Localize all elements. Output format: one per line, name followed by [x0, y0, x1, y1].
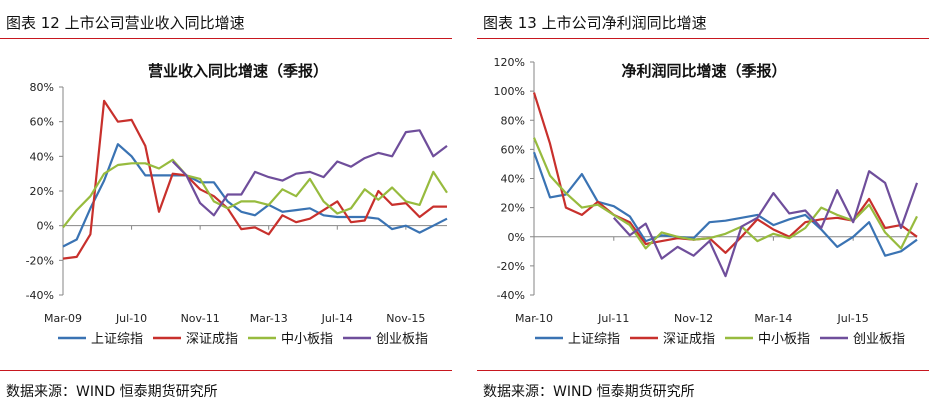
legend-label: 上证综指 [568, 332, 620, 347]
y-tick-label: 60% [30, 116, 54, 129]
series-line-4 [171, 129, 448, 217]
y-tick-label: 20% [30, 185, 54, 198]
x-tick-label: Jul-10 [115, 312, 147, 325]
top-rule [0, 38, 452, 39]
legend-item: 深证成指 [153, 332, 238, 347]
legend-item: 中小板指 [725, 332, 810, 347]
bottom-rule [477, 370, 929, 371]
figure-title: 图表 13 上市公司净利润同比增速 [483, 14, 707, 32]
legend-label: 上证综指 [91, 332, 143, 347]
y-tick-label: 0% [37, 220, 54, 233]
legend-label: 创业板指 [376, 332, 428, 347]
x-tick-label: Jul-11 [597, 312, 629, 325]
y-tick-label: -20% [26, 254, 54, 267]
x-tick-label: Nov-15 [386, 312, 425, 325]
source-note: 数据来源：WIND 恒泰期货研究所 [483, 384, 695, 400]
y-tick-label: 0% [508, 231, 525, 244]
x-tick-label: Mar-14 [754, 312, 792, 325]
y-tick-label: 100% [494, 85, 525, 98]
y-tick-label: 40% [501, 173, 525, 186]
bottom-rule [0, 370, 452, 371]
x-tick-label: Mar-10 [515, 312, 553, 325]
chart-title: 营业收入同比增速（季报） [148, 62, 328, 80]
y-tick-label: -20% [497, 260, 525, 273]
y-tick-label: 60% [501, 143, 525, 156]
legend-item: 中小板指 [248, 332, 333, 347]
y-tick-label: -40% [497, 289, 525, 302]
legend-label: 创业板指 [853, 332, 905, 347]
y-tick-label: -40% [26, 289, 54, 302]
legend-label: 中小板指 [281, 332, 333, 347]
top-rule [477, 38, 929, 39]
legend-item: 上证综指 [535, 332, 620, 347]
figure-title: 图表 12 上市公司营业收入同比增速 [6, 14, 245, 32]
y-tick-label: 80% [501, 114, 525, 127]
legend-label: 中小板指 [758, 332, 810, 347]
x-tick-label: Nov-11 [181, 312, 220, 325]
x-tick-label: Mar-13 [250, 312, 288, 325]
y-tick-label: 120% [494, 56, 525, 69]
legend-item: 上证综指 [58, 332, 143, 347]
x-tick-label: Mar-09 [44, 312, 82, 325]
legend-item: 深证成指 [630, 332, 715, 347]
series-line-3 [62, 158, 448, 229]
x-tick-label: Jul-14 [321, 312, 353, 325]
series-line-4 [612, 170, 919, 278]
legend-label: 深证成指 [663, 332, 715, 347]
chart-title: 净利润同比增速（季报） [621, 62, 786, 80]
y-tick-label: 80% [30, 81, 54, 94]
y-tick-label: 40% [30, 150, 54, 163]
x-tick-label: Nov-12 [674, 312, 713, 325]
revenue-growth-chart: 营业收入同比增速（季报） -40% -20% 0% 20% 40% 60% 80% Mar-09… [26, 62, 448, 347]
x-tick-label: Jul-15 [837, 312, 869, 325]
legend-label: 深证成指 [186, 332, 238, 347]
source-note: 数据来源：WIND 恒泰期货研究所 [6, 384, 218, 400]
legend-item: 创业板指 [820, 332, 905, 347]
series-line-2 [62, 99, 447, 260]
legend-item: 创业板指 [343, 332, 428, 347]
y-tick-label: 20% [501, 202, 525, 215]
series-line-1 [62, 143, 448, 248]
series-line-2 [532, 92, 918, 254]
net-profit-growth-chart: 净利润同比增速（季报） -40% -20% 0% 20% 40% 60% 80% 100% 120… [494, 56, 919, 347]
